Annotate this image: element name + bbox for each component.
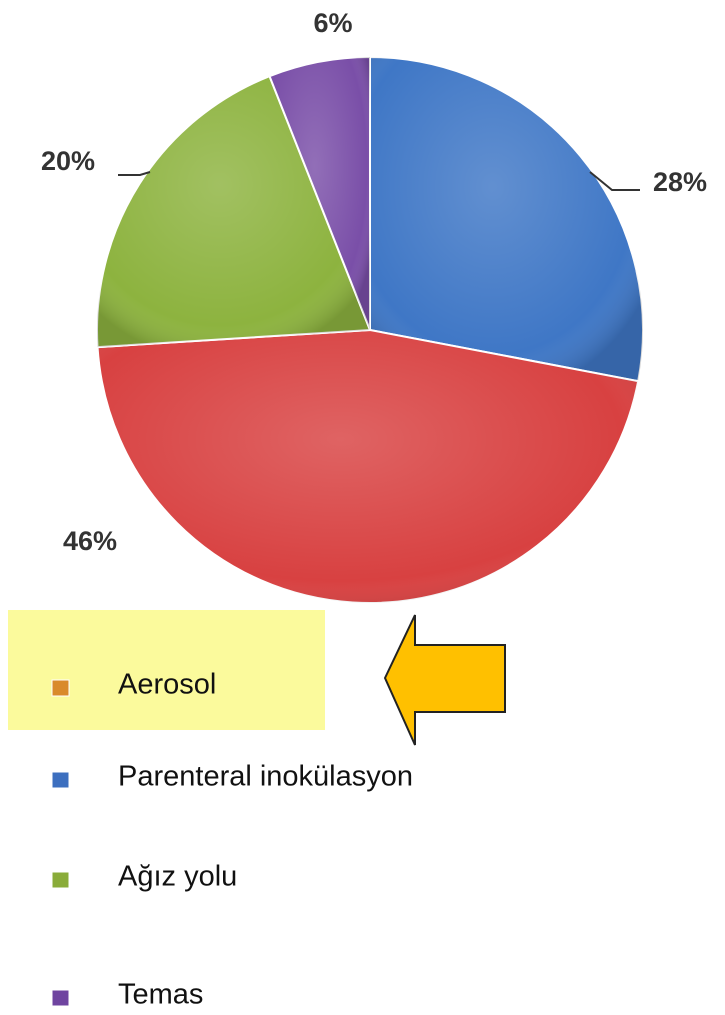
legend-marker [51,871,70,889]
leader-line [118,171,151,176]
slice-shade [269,57,370,330]
data-label: 6% [313,8,352,38]
legend-label: Parenteral inokülasyon [118,761,413,793]
data-label: 46% [63,526,117,556]
legend: Aerosol Parenteral inokülasyon Ağız yolu Te… [51,669,413,1011]
legend-marker [51,771,70,789]
arrow [383,614,506,746]
legend-label: Aerosol [118,669,216,701]
slice-shade [370,57,643,382]
legend-label: Temas [118,979,203,1011]
highlight [8,610,325,730]
legend-marker [51,989,70,1007]
slice-shade [97,330,639,603]
legend-marker [51,679,70,697]
leader-line [589,171,640,191]
legend-label: Ağız yolu [118,861,237,893]
pie: 28% 46% 20% 6% [41,8,707,604]
slice-shade [96,76,370,348]
data-label: 20% [41,146,95,176]
data-label: 28% [653,167,707,197]
